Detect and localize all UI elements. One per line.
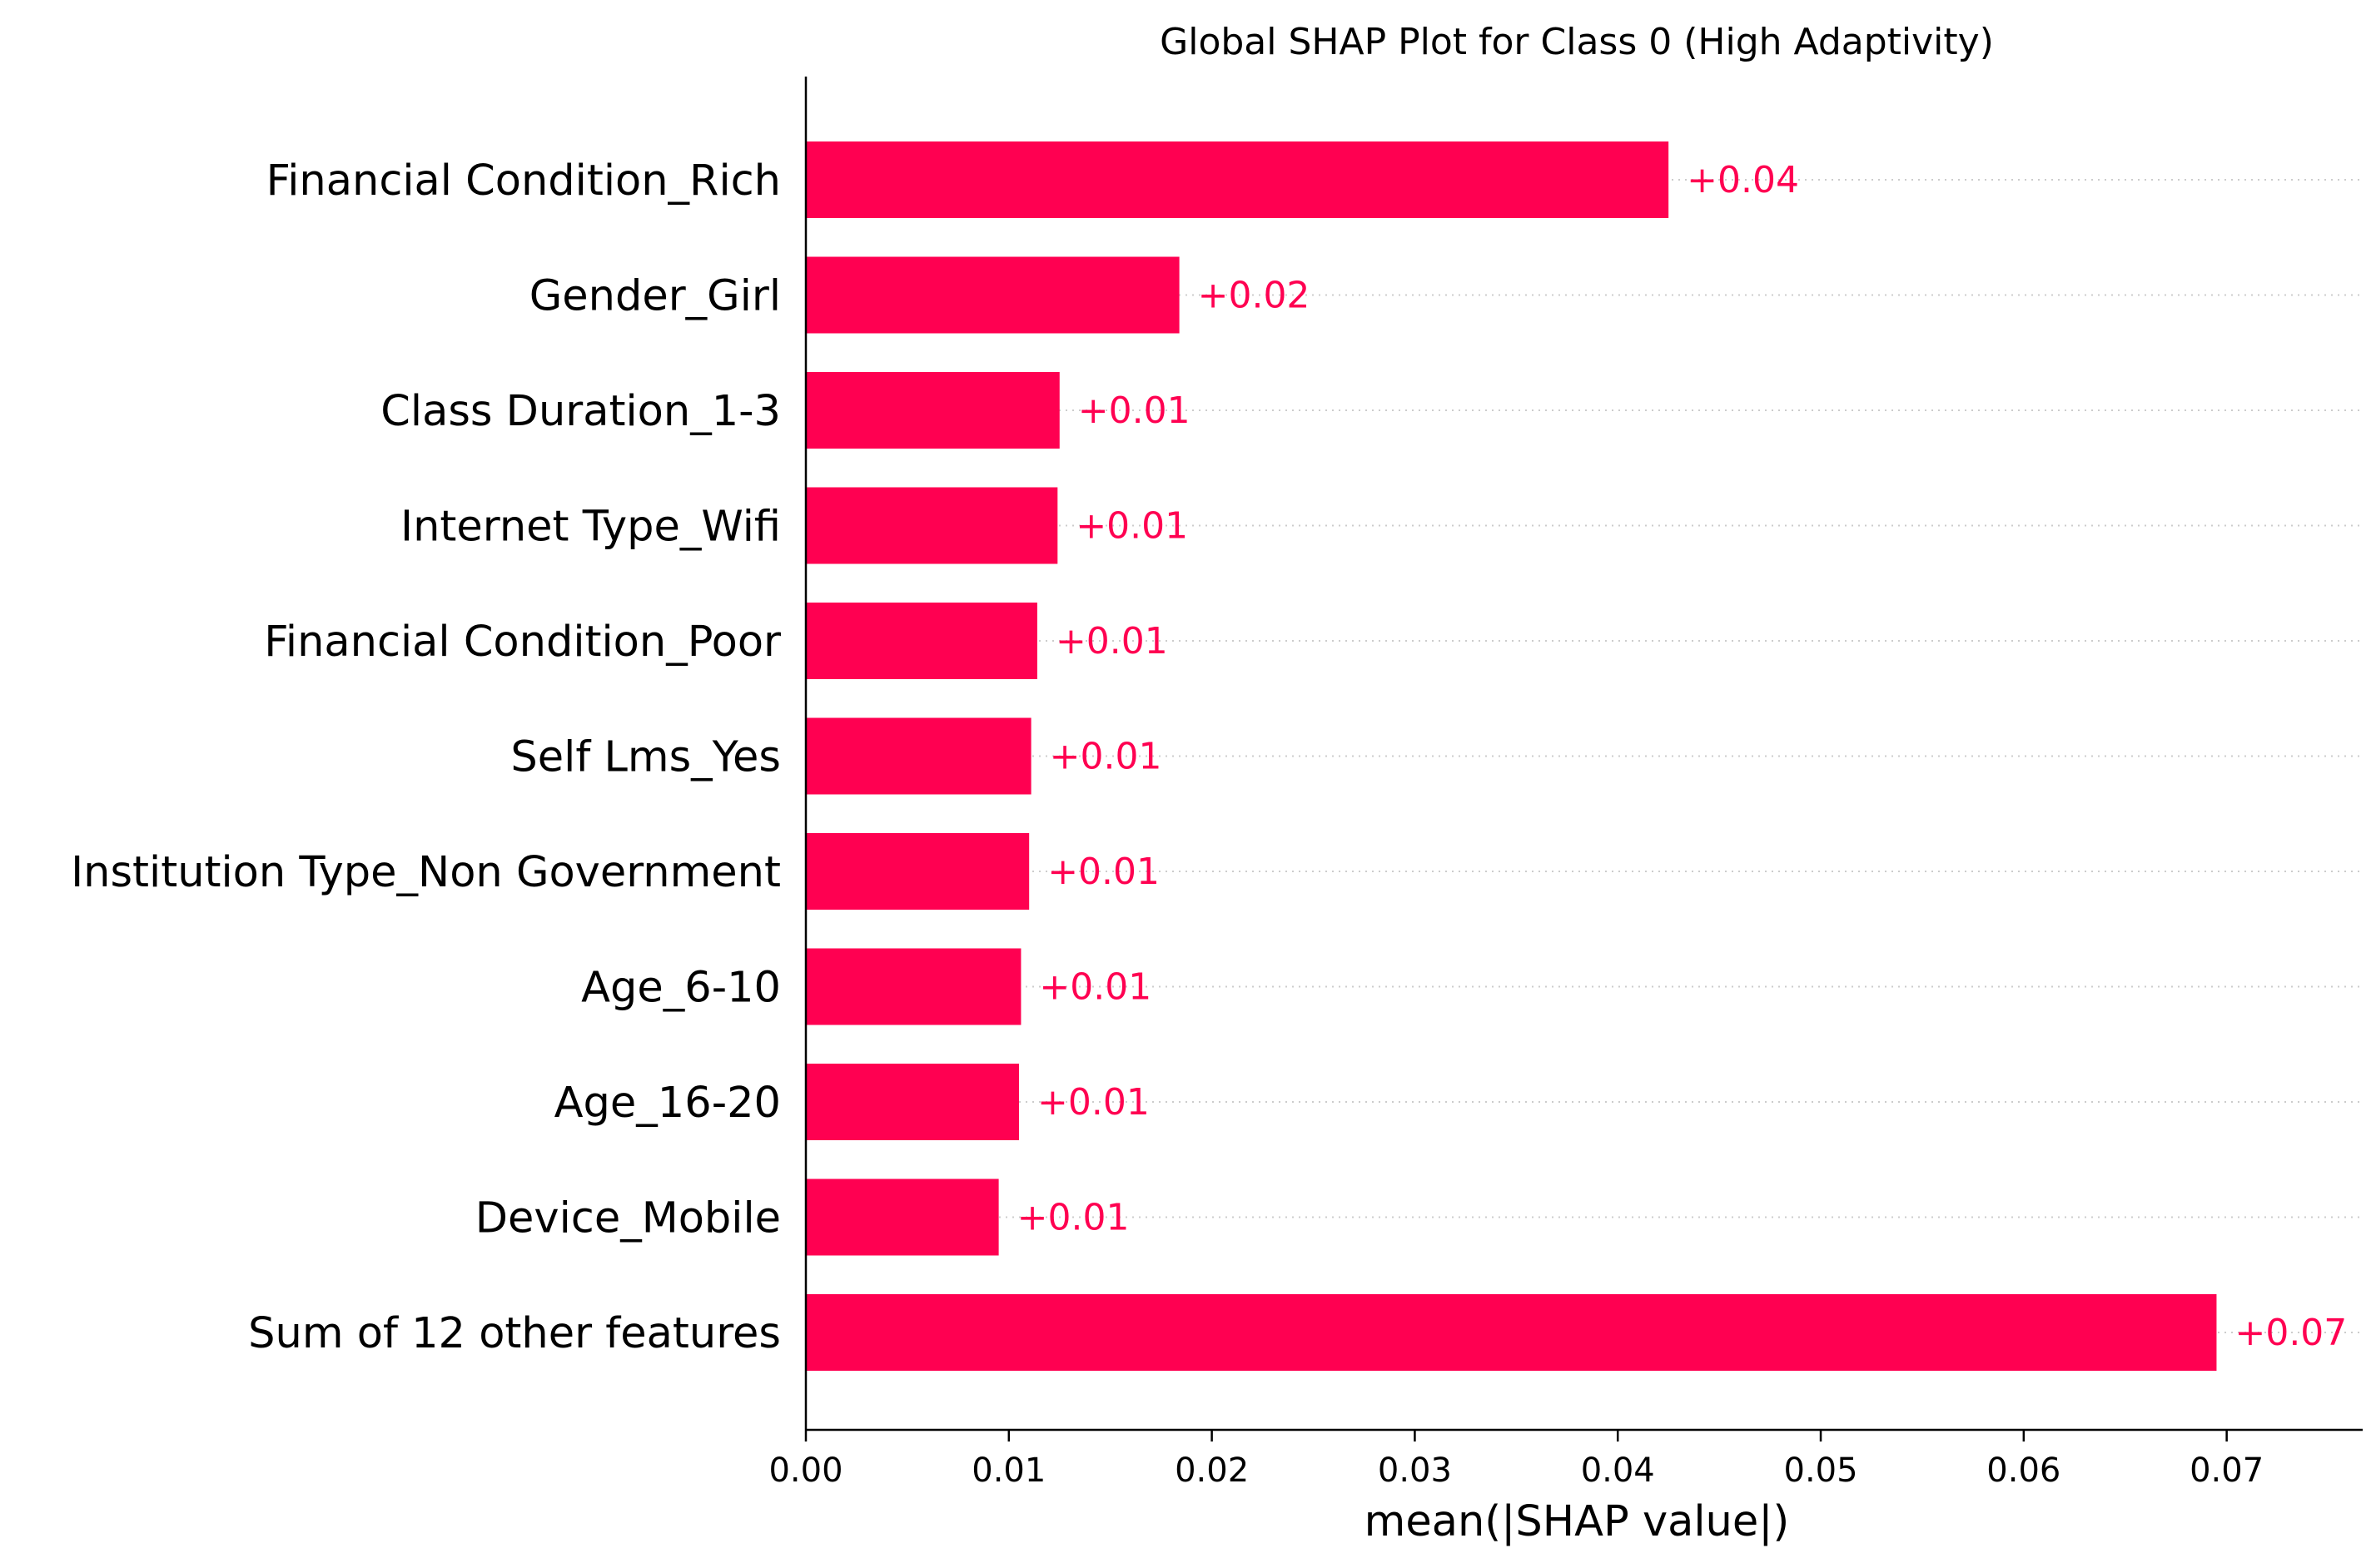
bar-value-label: +0.01: [1039, 966, 1151, 1009]
bar-value-label: +0.01: [1047, 851, 1160, 893]
x-axis-label: mean(|SHAP value|): [1364, 1497, 1790, 1546]
feature-label: Sum of 12 other features: [248, 1309, 781, 1358]
bar: [806, 1178, 999, 1256]
x-tick-label: 0.00: [768, 1451, 843, 1490]
bar: [806, 256, 1180, 334]
feature-label: Age_6-10: [581, 964, 781, 1013]
bar-value-label: +0.01: [1078, 390, 1190, 432]
x-tick-label: 0.01: [972, 1451, 1046, 1490]
feature-label: Age_16-20: [554, 1079, 781, 1128]
bar: [806, 717, 1031, 795]
bar-value-label: +0.01: [1056, 620, 1168, 662]
bar: [806, 948, 1021, 1025]
bar: [806, 487, 1058, 564]
bar-value-label: +0.01: [1017, 1197, 1130, 1239]
bar-value-label: +0.01: [1050, 736, 1162, 778]
row-guides: [806, 179, 2363, 1333]
bar: [806, 1294, 2217, 1371]
bar: [806, 372, 1060, 449]
bar-value-label: +0.01: [1076, 505, 1188, 548]
chart-title: Global SHAP Plot for Class 0 (High Adapt…: [1160, 21, 1994, 63]
feature-label: Internet Type_Wifi: [400, 503, 781, 552]
bar-value-label: +0.07: [2234, 1312, 2347, 1354]
value-labels: +0.04 +0.02 +0.01 +0.01 +0.01 +0.01 +0.01 +0.01…: [1017, 159, 2348, 1354]
feature-label: Device_Mobile: [475, 1194, 781, 1243]
x-tick-label: 0.04: [1581, 1451, 1655, 1490]
feature-label: Gender_Girl: [529, 272, 781, 321]
feature-label: Institution Type_Non Government: [71, 848, 781, 897]
x-tick-label: 0.03: [1378, 1451, 1452, 1490]
x-axis-ticks: 0.00 0.01 0.02 0.03 0.04 0.05 0.06 0.07: [768, 1430, 2264, 1490]
feature-labels: Financial Condition_Rich Gender_Girl Class…: [71, 156, 781, 1358]
feature-label: Financial Condition_Rich: [266, 156, 781, 206]
x-tick-label: 0.02: [1175, 1451, 1249, 1490]
feature-label: Self Lms_Yes: [510, 733, 781, 782]
feature-label: Financial Condition_Poor: [264, 618, 781, 667]
feature-label: Class Duration_1-3: [380, 387, 781, 436]
x-tick-label: 0.05: [1784, 1451, 1858, 1490]
bar: [806, 603, 1037, 679]
bars: [806, 141, 2217, 1371]
bar: [806, 141, 1669, 218]
bar: [806, 1064, 1019, 1140]
bar: [806, 833, 1030, 910]
bar-value-label: +0.01: [1037, 1081, 1150, 1124]
bar-value-label: +0.04: [1687, 159, 1799, 201]
bar-value-label: +0.02: [1198, 275, 1310, 317]
x-tick-label: 0.07: [2190, 1451, 2264, 1490]
x-tick-label: 0.06: [1986, 1451, 2060, 1490]
